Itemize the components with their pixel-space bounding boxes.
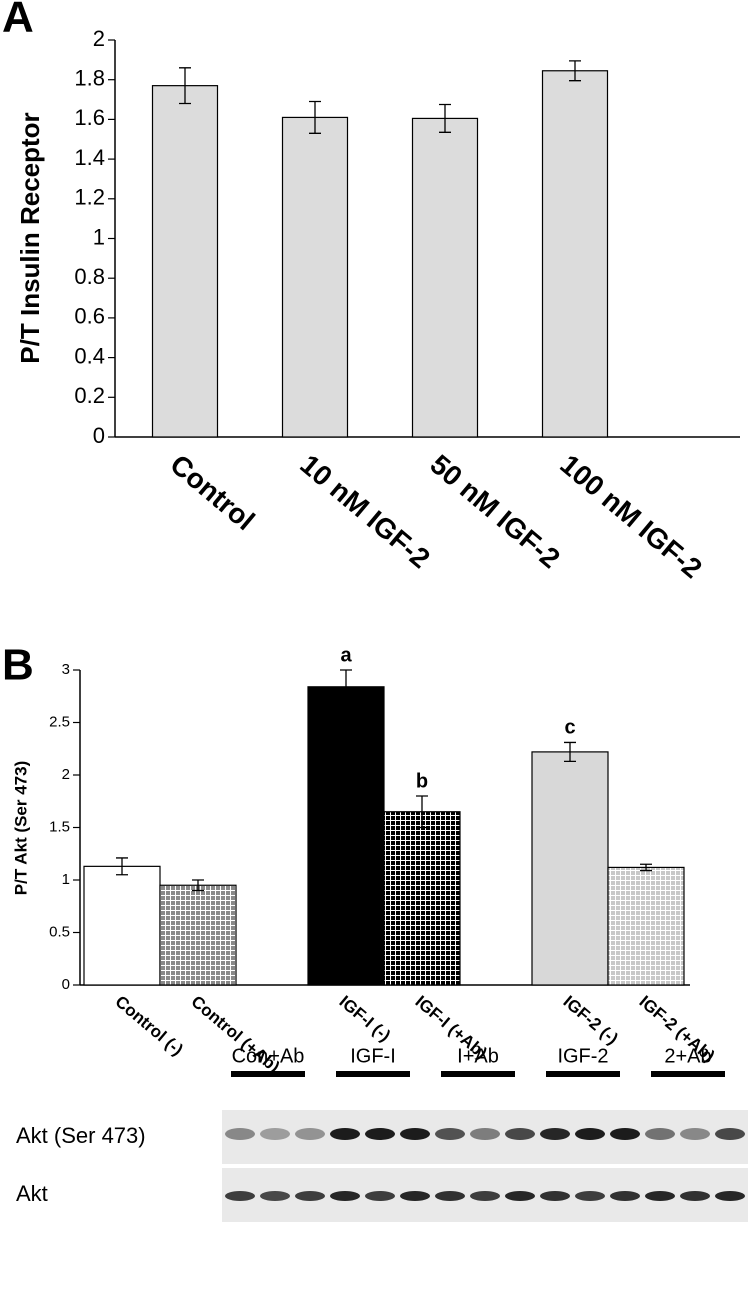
blot-band [260, 1191, 290, 1201]
lane-group-bar [336, 1071, 410, 1077]
x-tick-label: IGF-I (-) [336, 992, 394, 1045]
blot-band [645, 1128, 675, 1140]
y-tick-label: 1 [93, 224, 105, 249]
bar [159, 884, 237, 986]
blot-band [540, 1191, 570, 1201]
error-bar [416, 795, 428, 829]
error-bar [640, 863, 652, 872]
y-axis-label: P/T Insulin Receptor [15, 112, 45, 363]
lane-group-label: I+Ab [457, 1045, 499, 1067]
blot-band [610, 1128, 640, 1140]
x-tick-label: Control (-) [112, 992, 187, 1059]
blot-band [330, 1191, 360, 1201]
error-bar [179, 67, 191, 105]
blot-row-label: Akt [16, 1181, 48, 1206]
x-tick-label: 10 nM IGF-2 [294, 449, 436, 575]
bar [307, 686, 385, 986]
x-tick-label: 50 nM IGF-2 [424, 449, 566, 575]
blot-band [365, 1191, 395, 1201]
blot-band [715, 1191, 745, 1201]
y-tick-label: 0 [62, 976, 70, 993]
y-tick-label: 2 [62, 766, 70, 783]
lane-group-bar [546, 1071, 620, 1077]
blot-band [470, 1191, 500, 1201]
blot-band [225, 1128, 255, 1140]
blot-band [505, 1128, 535, 1140]
error-bar [116, 857, 128, 876]
blot-band [645, 1191, 675, 1201]
blot-band [365, 1128, 395, 1140]
bar [531, 751, 609, 986]
blot-band [540, 1128, 570, 1140]
panel-label: B [2, 641, 34, 690]
y-tick-label: 0.6 [74, 304, 105, 329]
bar [83, 865, 161, 986]
blot-band [715, 1128, 745, 1140]
blot-band [470, 1128, 500, 1140]
lane-group-label: IGF-2 [557, 1045, 608, 1067]
y-tick-label: 1 [62, 871, 70, 888]
blot-band [330, 1128, 360, 1140]
y-tick-label: 0.8 [74, 264, 105, 289]
blot-band [225, 1191, 255, 1201]
significance-label: c [564, 717, 575, 739]
y-axis-label: P/T Akt (Ser 473) [11, 761, 30, 895]
blot-band [505, 1191, 535, 1201]
error-bar [309, 100, 321, 134]
y-tick-label: 3 [62, 661, 70, 678]
y-tick-label: 1.8 [74, 66, 105, 91]
blot-band [435, 1191, 465, 1201]
y-tick-label: 1.5 [49, 818, 70, 835]
y-tick-label: 2 [93, 26, 105, 51]
bar [151, 85, 219, 438]
lane-group-bar [651, 1071, 725, 1077]
bar [411, 117, 479, 438]
y-tick-label: 0.5 [49, 923, 70, 940]
x-tick-label: IGF-2 (-) [560, 992, 622, 1048]
bar [383, 811, 461, 986]
y-tick-label: 0.2 [74, 383, 105, 408]
blot-band [260, 1128, 290, 1140]
bar [607, 866, 685, 986]
error-bar [569, 60, 581, 82]
blot-band [400, 1128, 430, 1140]
blot-band [400, 1191, 430, 1201]
blot-band [295, 1128, 325, 1140]
lane-group-label: 2+Ab [664, 1045, 711, 1067]
blot-band [575, 1191, 605, 1201]
y-tick-label: 1.6 [74, 105, 105, 130]
blot-band [295, 1191, 325, 1201]
significance-label: b [416, 770, 428, 792]
blot-band [575, 1128, 605, 1140]
blot-band [680, 1191, 710, 1201]
y-tick-label: 2.5 [49, 713, 70, 730]
lane-group-bar [441, 1071, 515, 1077]
blot-band [680, 1128, 710, 1140]
x-tick-label: Control [164, 449, 260, 537]
bar [541, 70, 609, 438]
blot-band [435, 1128, 465, 1140]
lane-group-label: Con+Ab [232, 1045, 305, 1067]
lane-group-bar [231, 1071, 305, 1077]
y-tick-label: 0 [93, 423, 105, 448]
bar [281, 116, 349, 438]
y-tick-label: 1.4 [74, 145, 105, 170]
x-tick-label: 100 nM IGF-2 [554, 449, 707, 585]
error-bar [340, 669, 352, 705]
significance-label: a [340, 644, 352, 666]
y-tick-label: 1.2 [74, 185, 105, 210]
blot-band [610, 1191, 640, 1201]
y-tick-label: 0.4 [74, 343, 105, 368]
blot-row-label: Akt (Ser 473) [16, 1123, 146, 1148]
panel-label: A [2, 0, 34, 42]
error-bar [192, 879, 204, 892]
error-bar [564, 741, 576, 762]
lane-group-label: IGF-I [350, 1045, 396, 1067]
error-bar [439, 103, 451, 133]
